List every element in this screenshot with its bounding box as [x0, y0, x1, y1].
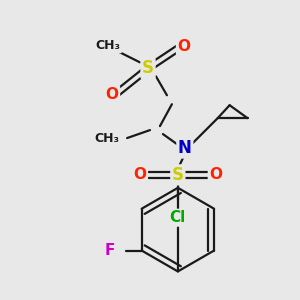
Text: CH₃: CH₃: [95, 132, 120, 145]
Text: S: S: [172, 166, 184, 184]
Text: S: S: [142, 59, 154, 77]
Text: CH₃: CH₃: [96, 39, 121, 52]
Text: O: O: [134, 167, 146, 182]
Text: O: O: [177, 39, 190, 54]
Text: N: N: [178, 139, 192, 157]
Text: Cl: Cl: [170, 210, 186, 225]
Text: O: O: [209, 167, 222, 182]
Text: F: F: [105, 243, 115, 258]
Text: O: O: [106, 87, 119, 102]
